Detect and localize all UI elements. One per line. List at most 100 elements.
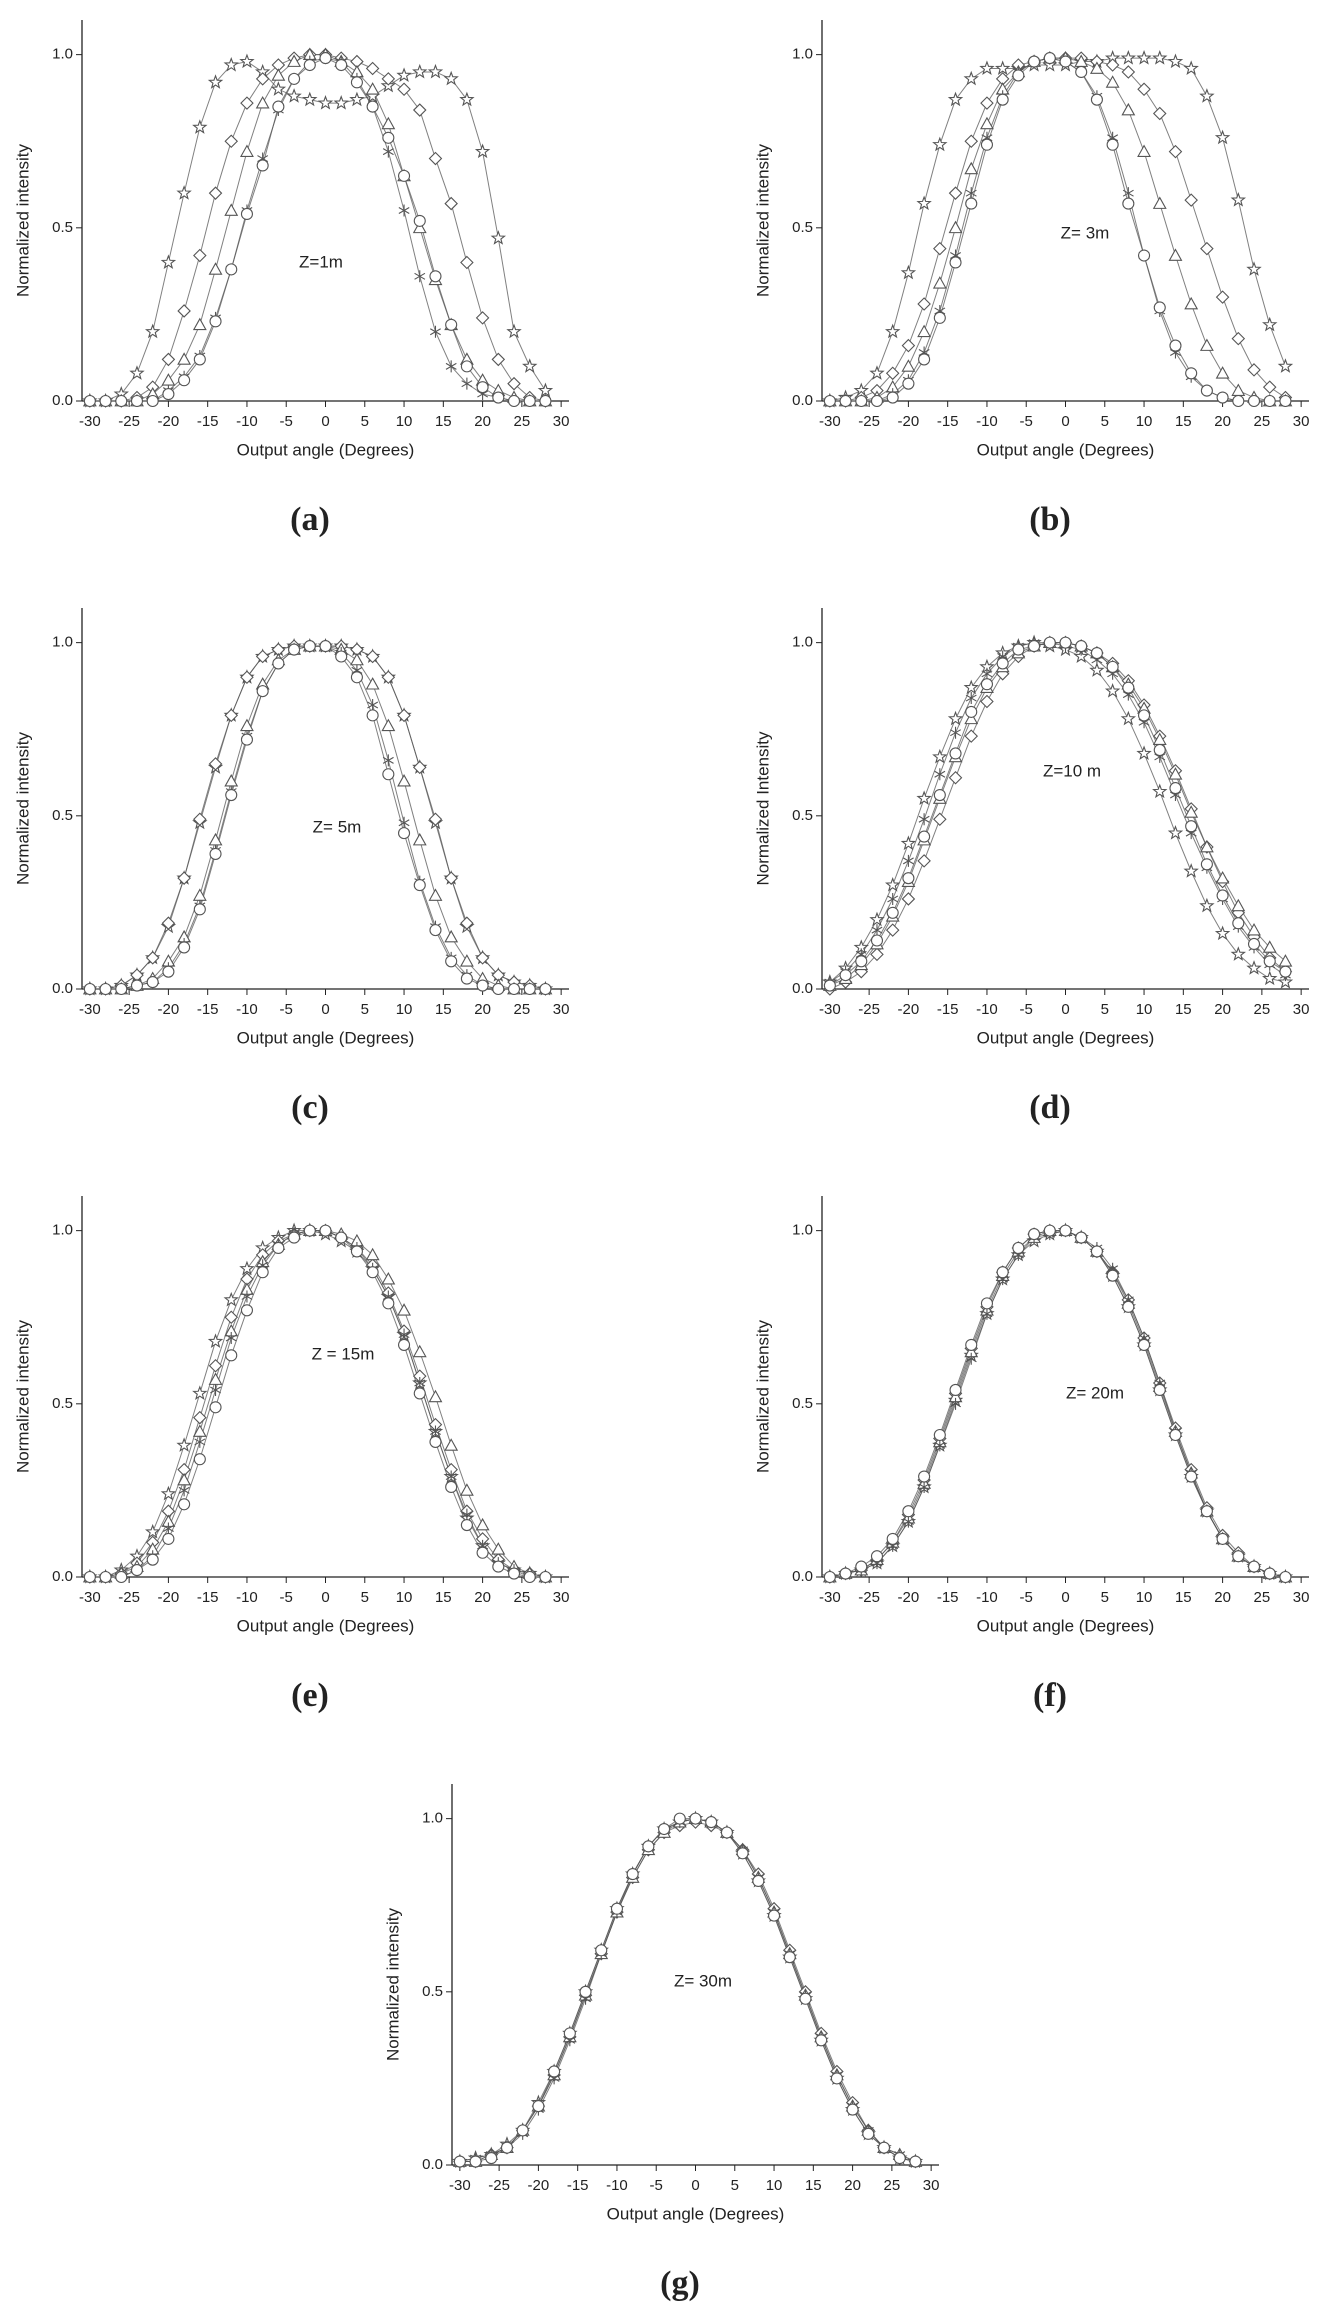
marker-circle [130,1564,144,1577]
marker-asterisk [445,360,457,373]
marker-triangle [161,373,176,386]
marker-asterisk [918,1480,930,1493]
x-tick-label: -10 [236,1589,258,1606]
marker-diamond [475,951,490,965]
x-tick-label: 25 [1254,1001,1271,1018]
x-tick-label: -30 [79,1589,101,1606]
x-tick-label: 0 [691,2177,699,2194]
marker-triangle [224,203,239,216]
marker-circle [595,1944,608,1957]
marker-circle [870,934,884,947]
marker-circle [1122,681,1135,694]
x-tick-label: 15 [435,1001,452,1018]
marker-diamond [885,366,900,381]
marker-circle [397,169,411,182]
marker-circle [823,1570,836,1584]
marker-star [1214,129,1231,145]
marker-triangle [475,1517,490,1531]
y-tick-label: 0.5 [792,219,813,236]
marker-star [223,1291,239,1307]
marker-diamond [917,297,931,311]
marker-star [317,95,334,110]
marker-circle [1263,955,1276,968]
marker-star [160,1485,177,1501]
x-tick-label: -5 [280,1001,293,1018]
marker-circle [1169,782,1182,795]
marker-diamond [240,670,254,685]
marker-circle [949,256,962,269]
marker-circle [1185,820,1198,833]
marker-triangle [240,144,254,157]
x-tick-label: -10 [976,1589,998,1606]
marker-circle [523,1570,536,1584]
y-axis-label: Normalized Intensity [753,731,772,886]
series-line [89,61,546,402]
marker-circle [720,1826,733,1839]
marker-circle [893,2152,906,2165]
x-tick-label: 5 [361,1589,369,1606]
x-tick-label: 30 [1293,1001,1310,1018]
marker-circle [886,906,899,919]
marker-circle [1075,65,1088,79]
marker-asterisk [225,1332,237,1345]
marker-circle [902,872,915,885]
marker-circle [382,1297,395,1310]
marker-star [1262,316,1278,332]
marker-circle [870,1550,884,1563]
marker-circle [429,270,442,283]
marker-circle [799,1992,812,2005]
x-tick-label: -10 [236,1001,258,1018]
marker-circle [130,394,144,408]
marker-circle [965,1338,978,1351]
panel-label: (b) [1029,501,1071,538]
marker-circle [429,924,442,937]
marker-circle [1185,367,1198,380]
marker-diamond [255,649,270,664]
marker-circle [178,1498,191,1511]
x-tick-label: 30 [1293,1589,1310,1606]
marker-circle [1153,1383,1166,1397]
x-tick-label: 15 [1175,1589,1192,1606]
x-tick-label: 25 [1254,1589,1271,1606]
marker-asterisk [965,1352,977,1365]
marker-circle [815,2034,828,2047]
x-tick-label: -20 [898,413,920,430]
marker-circle [476,381,489,394]
marker-star [160,254,177,270]
marker-circle [689,1812,702,1825]
marker-circle [783,1951,796,1964]
marker-star [1167,825,1184,840]
marker-asterisk [902,854,914,867]
y-tick-label: 0.0 [792,392,813,409]
marker-circle [767,1909,781,1922]
marker-circle [1247,937,1261,951]
marker-diamond [161,916,176,930]
marker-asterisk [398,816,410,829]
marker-asterisk [871,924,883,937]
marker-diamond [901,338,916,353]
x-tick-label: -30 [449,2177,471,2194]
series-line [89,54,546,402]
x-tick-label: -5 [280,413,293,430]
y-tick-label: 0.5 [52,219,73,236]
marker-circle [1200,858,1213,871]
marker-circle [146,394,159,408]
marker-circle [162,965,175,978]
marker-diamond [444,871,458,885]
panel-label: (d) [1029,1089,1071,1126]
marker-diamond [964,729,979,743]
annotation: Z= 5m [313,817,362,836]
marker-circle [839,394,852,408]
x-tick-label: -20 [898,1001,920,1018]
marker-circle [1043,636,1056,649]
marker-triangle [901,359,916,372]
marker-star [1120,50,1137,65]
marker-star [869,365,885,380]
marker-circle [193,1453,206,1466]
marker-circle [1043,1224,1056,1237]
marker-circle [1012,1241,1025,1255]
marker-triangle [397,1303,411,1316]
x-tick-label: 15 [435,413,452,430]
marker-diamond [948,186,963,200]
marker-triangle [1168,767,1183,780]
